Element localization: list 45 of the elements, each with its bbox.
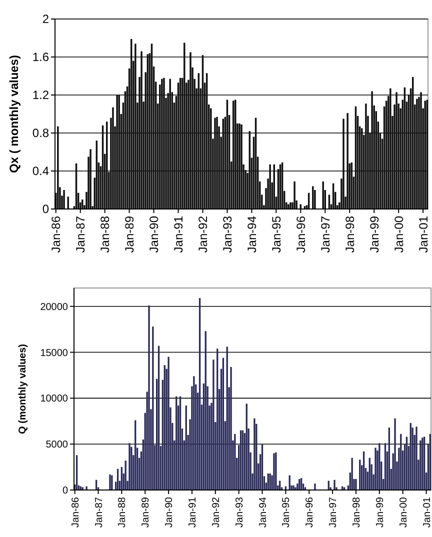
x-tick-label: Jan-97: [328, 496, 340, 528]
x-tick-label: Jan-95: [269, 216, 284, 253]
x-tick-label: Jan-97: [318, 216, 332, 253]
x-tick-label: Jan-88: [117, 496, 128, 528]
x-tick-label: Jan-91: [171, 216, 186, 253]
x-tick-label: Jan-93: [220, 216, 234, 253]
x-tick-label: Jan-96: [294, 216, 308, 253]
x-tick-label: Jan-00: [392, 216, 406, 253]
y-tick-label: 5000: [46, 440, 68, 451]
y-tick-label: 0.8: [32, 126, 50, 140]
x-tick-label: Jan-99: [374, 496, 386, 528]
x-tick-label: Jan-94: [258, 496, 269, 528]
y-tick-label: 10000: [40, 394, 68, 405]
y-tick-label: 1.6: [32, 50, 50, 64]
x-tick-label: Jan-86: [70, 496, 82, 528]
y-tick-label: 0.4: [32, 164, 50, 178]
x-tick-label: Jan-88: [98, 216, 112, 253]
x-tick-label: Jan-87: [74, 216, 88, 253]
x-tick-label: Jan-98: [351, 496, 362, 528]
y-tick-label: 1.2: [32, 88, 50, 102]
x-tick-label: Jan-96: [304, 496, 316, 528]
y-tick-label: 0: [42, 202, 50, 216]
x-tick-label: Jan-00: [398, 496, 410, 528]
x-tick-label: Jan-87: [94, 496, 105, 528]
x-tick-label: Jan-86: [49, 216, 64, 253]
y-axis-title: Qx ( monthly values): [7, 54, 22, 174]
x-tick-label: Jan-90: [164, 496, 176, 528]
y-tick-label: 0: [62, 486, 68, 496]
y-tick-label: 2: [42, 12, 50, 26]
x-tick-label: Jan-92: [210, 496, 222, 528]
x-tick-label: Jan-98: [342, 216, 357, 253]
x-tick-label: Jan-01: [416, 216, 430, 253]
y-axis-title: Q (monthly values): [18, 344, 28, 434]
y-tick-label: 20000: [40, 302, 68, 313]
x-tick-label: Jan-93: [234, 496, 246, 528]
x-tick-label: Jan-89: [122, 216, 137, 253]
x-tick-label: Jan-89: [140, 496, 152, 528]
x-tick-label: Jan-92: [196, 216, 210, 253]
x-tick-label: Jan-91: [187, 496, 198, 528]
x-tick-label: Jan-01: [422, 496, 432, 528]
y-tick-label: 15000: [40, 348, 68, 359]
x-tick-label: Jan-95: [281, 496, 292, 528]
x-tick-label: Jan-94: [244, 216, 259, 253]
x-tick-label: Jan-99: [367, 216, 382, 253]
x-tick-label: Jan-90: [146, 216, 161, 253]
